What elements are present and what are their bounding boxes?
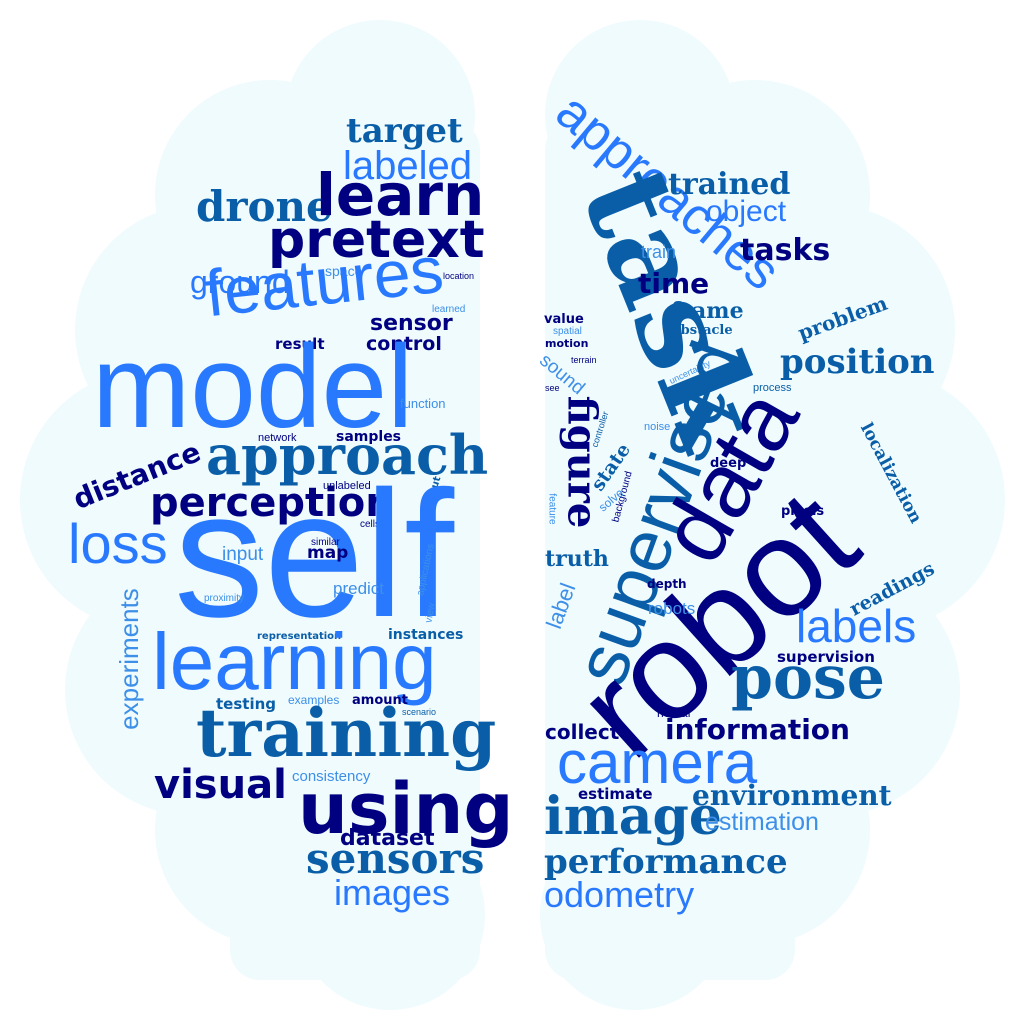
word-using: using — [298, 768, 514, 850]
word-pose: pose — [731, 643, 885, 713]
word-samples: samples — [336, 429, 402, 445]
word-pixels: pixels — [781, 504, 825, 519]
word-see: see — [545, 383, 560, 393]
word-performance: performance — [544, 842, 788, 882]
word-learning: learning — [152, 617, 437, 706]
word-learn: learn — [316, 161, 485, 229]
word-images: images — [334, 872, 451, 913]
word-deep: deep — [710, 456, 747, 471]
word-information: information — [665, 713, 850, 746]
word-process: process — [753, 382, 792, 394]
word-input: input — [222, 544, 264, 565]
word-neural: neural — [657, 706, 691, 720]
word-truth: truth — [545, 546, 609, 572]
word-object: object — [706, 195, 787, 228]
word-robots: robots — [648, 599, 696, 618]
word-pretext: pretext — [268, 210, 485, 270]
word-environment: environment — [692, 779, 892, 812]
word-unlabeled: unlabeled — [323, 480, 371, 492]
word-train: train — [641, 242, 677, 262]
word-location: location — [443, 271, 475, 281]
word-position: position — [780, 342, 935, 382]
word-approach: approach — [206, 423, 489, 487]
word-predict: predict — [333, 579, 385, 598]
word-model: model — [92, 321, 414, 453]
word-sensors: sensors — [306, 834, 485, 883]
word-target: target — [346, 111, 463, 151]
word-training: training — [196, 694, 497, 772]
word-scenario: scenario — [402, 707, 437, 717]
word-trained: trained — [668, 167, 791, 202]
word-control: control — [366, 333, 442, 355]
word-loss: loss — [68, 512, 168, 575]
word-supervision: supervision — [777, 648, 875, 666]
word-amount: amount — [352, 693, 408, 708]
word-representation: representation — [257, 631, 342, 642]
word-odometry: odometry — [544, 874, 695, 915]
word-frame: frame — [671, 298, 744, 324]
word-instances: instances — [388, 627, 464, 643]
word-learned: learned — [432, 304, 466, 315]
word-depth: depth — [647, 577, 687, 591]
word-obstacle: obstacle — [672, 323, 733, 338]
word-drone: drone — [196, 182, 333, 231]
word-terrain: terrain — [571, 355, 597, 365]
word-examples: examples — [288, 693, 340, 707]
word-figure: figure — [558, 395, 606, 529]
word-function: function — [400, 396, 446, 411]
word-dataset: dataset — [340, 826, 435, 851]
word-result: result — [275, 335, 325, 353]
word-perception: perception — [150, 480, 394, 526]
word-visual: visual — [154, 762, 287, 808]
word-consistency: consistency — [292, 768, 371, 785]
word-testing: testing — [216, 695, 276, 713]
word-sensor: sensor — [370, 311, 453, 336]
word-labeled: labeled — [343, 144, 473, 188]
word-cells: cells — [360, 519, 381, 530]
word-experiments: experiments — [113, 588, 144, 730]
word-similar: similar — [311, 537, 340, 548]
word-value: value — [544, 312, 584, 327]
word-estimate: estimate — [578, 785, 653, 803]
word-self: self — [174, 454, 455, 655]
word-ground: ground — [190, 264, 290, 300]
word-collect: collect — [545, 720, 620, 744]
word-noise: noise — [644, 421, 671, 433]
word-labels: labels — [796, 600, 917, 652]
word-network: network — [258, 432, 297, 444]
word-camera: camera — [557, 729, 758, 796]
word-time: time — [638, 267, 710, 300]
word-proximity: proximity — [204, 593, 245, 604]
word-space: space — [325, 263, 363, 279]
word-motion: motion — [545, 337, 589, 350]
word-tasks: tasks — [740, 233, 831, 268]
word-estimation: estimation — [705, 808, 819, 836]
word-feature: feature — [546, 493, 558, 525]
word-map: map — [307, 543, 349, 563]
word-image: image — [544, 786, 722, 847]
word-spatial: spatial — [553, 326, 582, 337]
